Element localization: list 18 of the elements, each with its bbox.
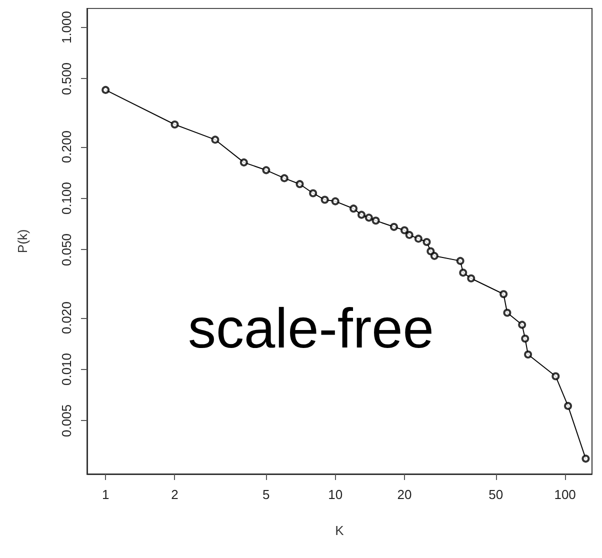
y-tick-label: 0.050 [59, 233, 74, 266]
x-tick-label: 2 [171, 487, 178, 502]
x-tick-label: 5 [262, 487, 270, 502]
x-axis-title: K [335, 523, 344, 538]
y-tick-label: 0.010 [59, 352, 74, 386]
x-tick-label: 50 [488, 487, 504, 502]
y-tick-label: 0.500 [59, 62, 74, 96]
y-tick-label: 0.005 [59, 404, 74, 437]
y-tick-label: 1.000 [59, 10, 74, 44]
y-tick-label: 0.200 [59, 130, 74, 164]
annotation: scale-free [188, 296, 434, 360]
y-tick-label: 0.020 [59, 302, 74, 334]
x-tick-label: 20 [397, 487, 412, 502]
y-axis-title: P(k) [15, 229, 30, 254]
x-tick-label: 100 [554, 487, 576, 502]
x-tick-label: 1 [102, 487, 110, 502]
x-tick-label: 10 [328, 487, 343, 502]
y-tick-label: 0.100 [59, 182, 74, 215]
